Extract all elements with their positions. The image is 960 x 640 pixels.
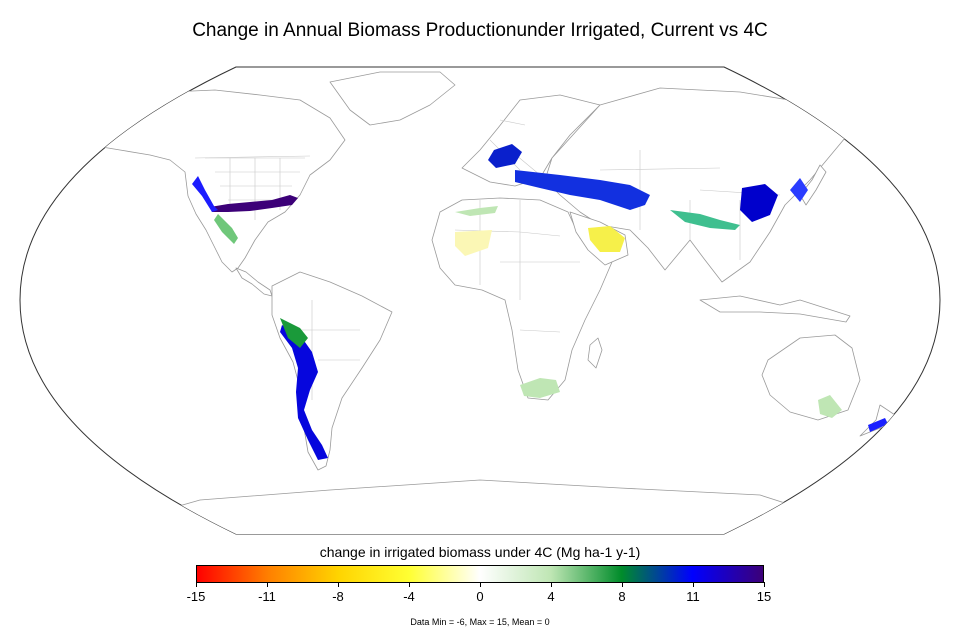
new-zealand-increase [868, 418, 888, 432]
south-america-green [280, 318, 308, 348]
colorbar-tick-mark [337, 582, 339, 587]
korea-japan-increase [790, 178, 808, 202]
colorbar-tick-label: -4 [403, 589, 415, 604]
colorbar-tick-label: 8 [618, 589, 626, 604]
colorbar-tick-label: 11 [686, 589, 700, 604]
us-midwest-increase [210, 195, 298, 212]
australia-increase [818, 395, 842, 418]
greenland-landmass [329, 71, 456, 126]
arabia-decrease [588, 226, 625, 252]
colorbar-tick-mark [621, 582, 623, 587]
colorbar-tick-label: 0 [476, 589, 484, 604]
europe-increase [488, 144, 522, 168]
colorbar-tick-mark [692, 582, 694, 587]
legend-title: change in irrigated biomass under 4C (Mg… [319, 544, 641, 560]
colorbar-tick-mark [408, 582, 410, 587]
north-china-increase [740, 184, 778, 222]
sahel-decrease [455, 230, 492, 256]
biomass-change-data [192, 144, 888, 460]
colorbar-tick-label: -15 [186, 589, 206, 604]
colorbar-tick-mark [266, 582, 268, 587]
south-america-landmass [271, 271, 393, 471]
south-africa-increase [520, 378, 560, 398]
madagascar-landmass [587, 337, 603, 369]
north-america-landmass [89, 89, 346, 273]
map-title: Change in Annual Biomass Productionunder… [192, 20, 768, 41]
us-southwest-increase [214, 214, 238, 244]
data-stats: Data Min = -6, Max = 15, Mean = 0 [410, 617, 550, 627]
colorbar-tick-mark [763, 582, 765, 587]
us-plains-increase [192, 176, 218, 212]
colorbar-tick-mark [195, 582, 197, 587]
colorbar-tick-mark [479, 582, 481, 587]
japan-landmass [799, 164, 827, 206]
colorbar-tick-label: -8 [332, 589, 344, 604]
colorbar-tick-mark [550, 582, 552, 587]
north-africa-coast-increase [455, 206, 498, 216]
australia-landmass [761, 334, 861, 421]
colorbar-tick-label: -11 [258, 589, 276, 604]
colorbar-tick-label: 4 [547, 589, 555, 604]
indonesia-landmass [699, 295, 851, 323]
canada-usa-border [194, 155, 311, 159]
colorbar [196, 565, 764, 583]
usa-state-borders [205, 157, 305, 220]
colorbar-tick-label: 15 [756, 589, 772, 604]
eastern-europe-increase [515, 170, 650, 210]
andes-increase [280, 325, 328, 460]
south-asia-increase [670, 210, 740, 230]
